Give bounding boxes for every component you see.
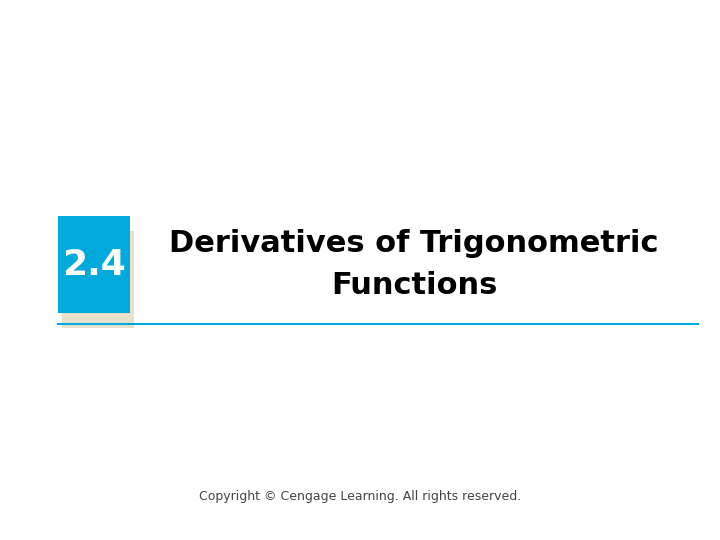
- FancyBboxPatch shape: [62, 231, 134, 328]
- Text: Derivatives of Trigonometric: Derivatives of Trigonometric: [169, 229, 659, 258]
- FancyBboxPatch shape: [58, 216, 130, 313]
- Text: Functions: Functions: [330, 272, 498, 300]
- Text: Copyright © Cengage Learning. All rights reserved.: Copyright © Cengage Learning. All rights…: [199, 490, 521, 503]
- Text: 2.4: 2.4: [62, 248, 125, 281]
